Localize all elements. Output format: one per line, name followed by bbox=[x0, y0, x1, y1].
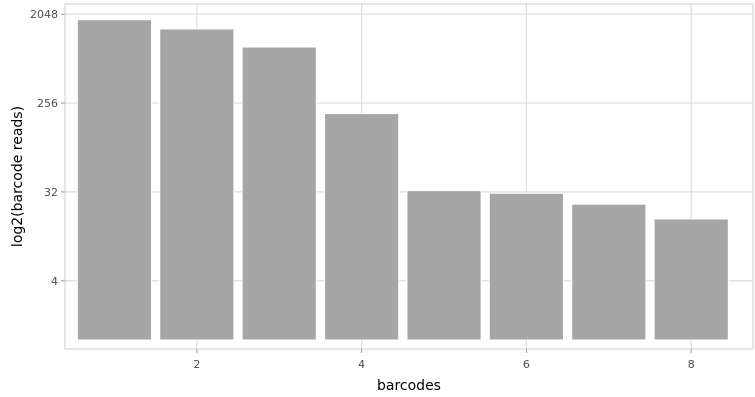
x-tick-label: 4 bbox=[358, 358, 365, 371]
x-tick-label: 2 bbox=[193, 358, 200, 371]
ticks: 4 32 256 2048 2 4 6 8 bbox=[30, 8, 695, 371]
bars bbox=[76, 19, 729, 341]
bar-6 bbox=[488, 192, 564, 341]
bar-7 bbox=[571, 203, 647, 341]
bar-8 bbox=[653, 218, 729, 341]
y-tick-label: 2048 bbox=[30, 8, 58, 21]
y-tick-label: 256 bbox=[37, 97, 58, 110]
bar-1 bbox=[76, 19, 153, 341]
bar-5 bbox=[406, 190, 482, 341]
x-tick-label: 8 bbox=[688, 358, 695, 371]
bar-4 bbox=[324, 113, 400, 341]
panel-border bbox=[64, 3, 754, 350]
x-axis-title: barcodes bbox=[377, 378, 441, 394]
x-tick-label: 6 bbox=[523, 358, 530, 371]
bar-2 bbox=[159, 28, 235, 341]
y-tick-label: 32 bbox=[44, 186, 58, 199]
y-axis-title: log2(barcode reads) bbox=[10, 106, 26, 247]
y-tick-label: 4 bbox=[51, 275, 58, 288]
bar-3 bbox=[241, 46, 317, 341]
